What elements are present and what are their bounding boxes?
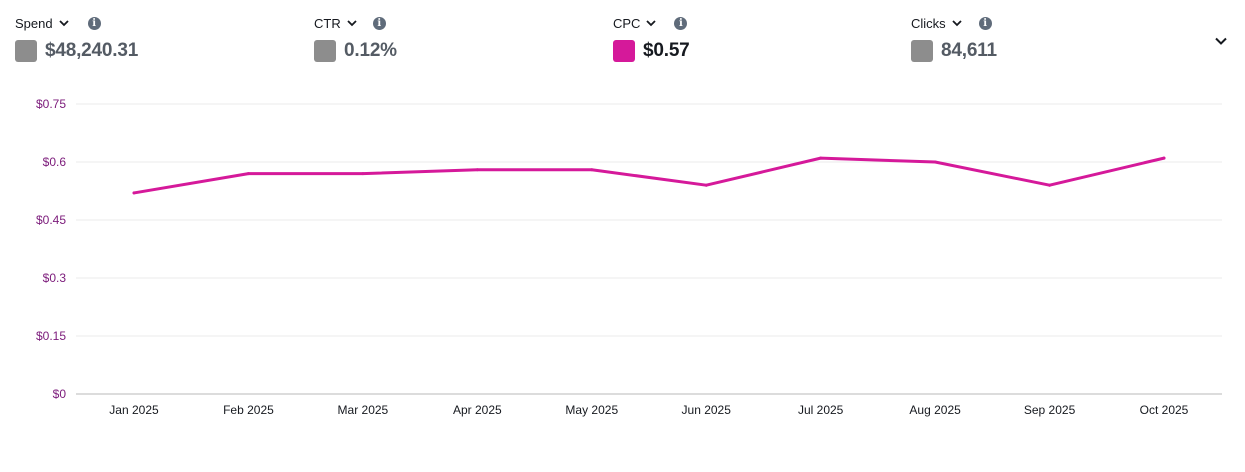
y-tick-label: $0.45 [36,213,66,227]
chevron-down-icon[interactable] [346,17,358,29]
metric-spend-label[interactable]: Spend [15,15,53,31]
x-tick-label: Aug 2025 [909,403,961,417]
y-tick-label: $0 [53,387,67,401]
metric-clicks-swatch[interactable] [911,40,933,62]
series-line-cpc [132,156,1166,195]
collapse-chevron-icon[interactable] [1212,32,1230,50]
x-tick-label: Sep 2025 [1024,403,1076,417]
x-tick-label: Apr 2025 [453,403,502,417]
info-icon[interactable]: i [674,16,688,30]
chevron-down-icon[interactable] [951,17,963,29]
metric-clicks: Clicks i 84,611 [911,14,1171,62]
data-point[interactable] [132,191,136,195]
info-icon[interactable]: i [978,16,992,30]
metric-ctr: CTR i 0.12% [314,14,574,62]
metric-cpc: CPC i $0.57 [613,14,873,62]
metric-ctr-label[interactable]: CTR [314,15,341,31]
data-point[interactable] [1048,183,1052,187]
info-icon[interactable]: i [372,16,386,30]
metric-cpc-value: $0.57 [643,40,690,61]
metric-clicks-value: 84,611 [941,40,997,61]
data-point[interactable] [933,160,937,164]
x-tick-label: Mar 2025 [338,403,389,417]
data-point[interactable] [590,168,594,172]
data-point[interactable] [475,168,479,172]
x-tick-label: Jan 2025 [109,403,159,417]
data-point[interactable] [246,172,250,176]
y-tick-label: $0.3 [43,271,67,285]
data-point[interactable] [361,172,365,176]
y-tick-label: $0.15 [36,329,66,343]
data-point[interactable] [1162,156,1166,160]
y-tick-label: $0.75 [36,97,66,111]
chevron-down-icon[interactable] [645,17,657,29]
metric-cpc-label[interactable]: CPC [613,15,641,31]
metric-ctr-swatch[interactable] [314,40,336,62]
x-tick-label: May 2025 [565,403,618,417]
metric-cpc-swatch[interactable] [613,40,635,62]
x-tick-label: Jul 2025 [798,403,844,417]
metric-spend: Spend i $48,240.31 [15,14,275,62]
data-point[interactable] [819,156,823,160]
chevron-down-icon[interactable] [58,17,70,29]
metric-ctr-value: 0.12% [344,40,397,61]
metric-spend-swatch[interactable] [15,40,37,62]
y-tick-label: $0.6 [43,155,67,169]
x-tick-label: Jun 2025 [682,403,732,417]
x-tick-label: Feb 2025 [223,403,274,417]
metric-spend-value: $48,240.31 [45,40,139,61]
metric-clicks-label[interactable]: Clicks [911,15,946,31]
data-point[interactable] [704,183,708,187]
info-icon[interactable]: i [87,16,101,30]
x-tick-label: Oct 2025 [1140,403,1189,417]
